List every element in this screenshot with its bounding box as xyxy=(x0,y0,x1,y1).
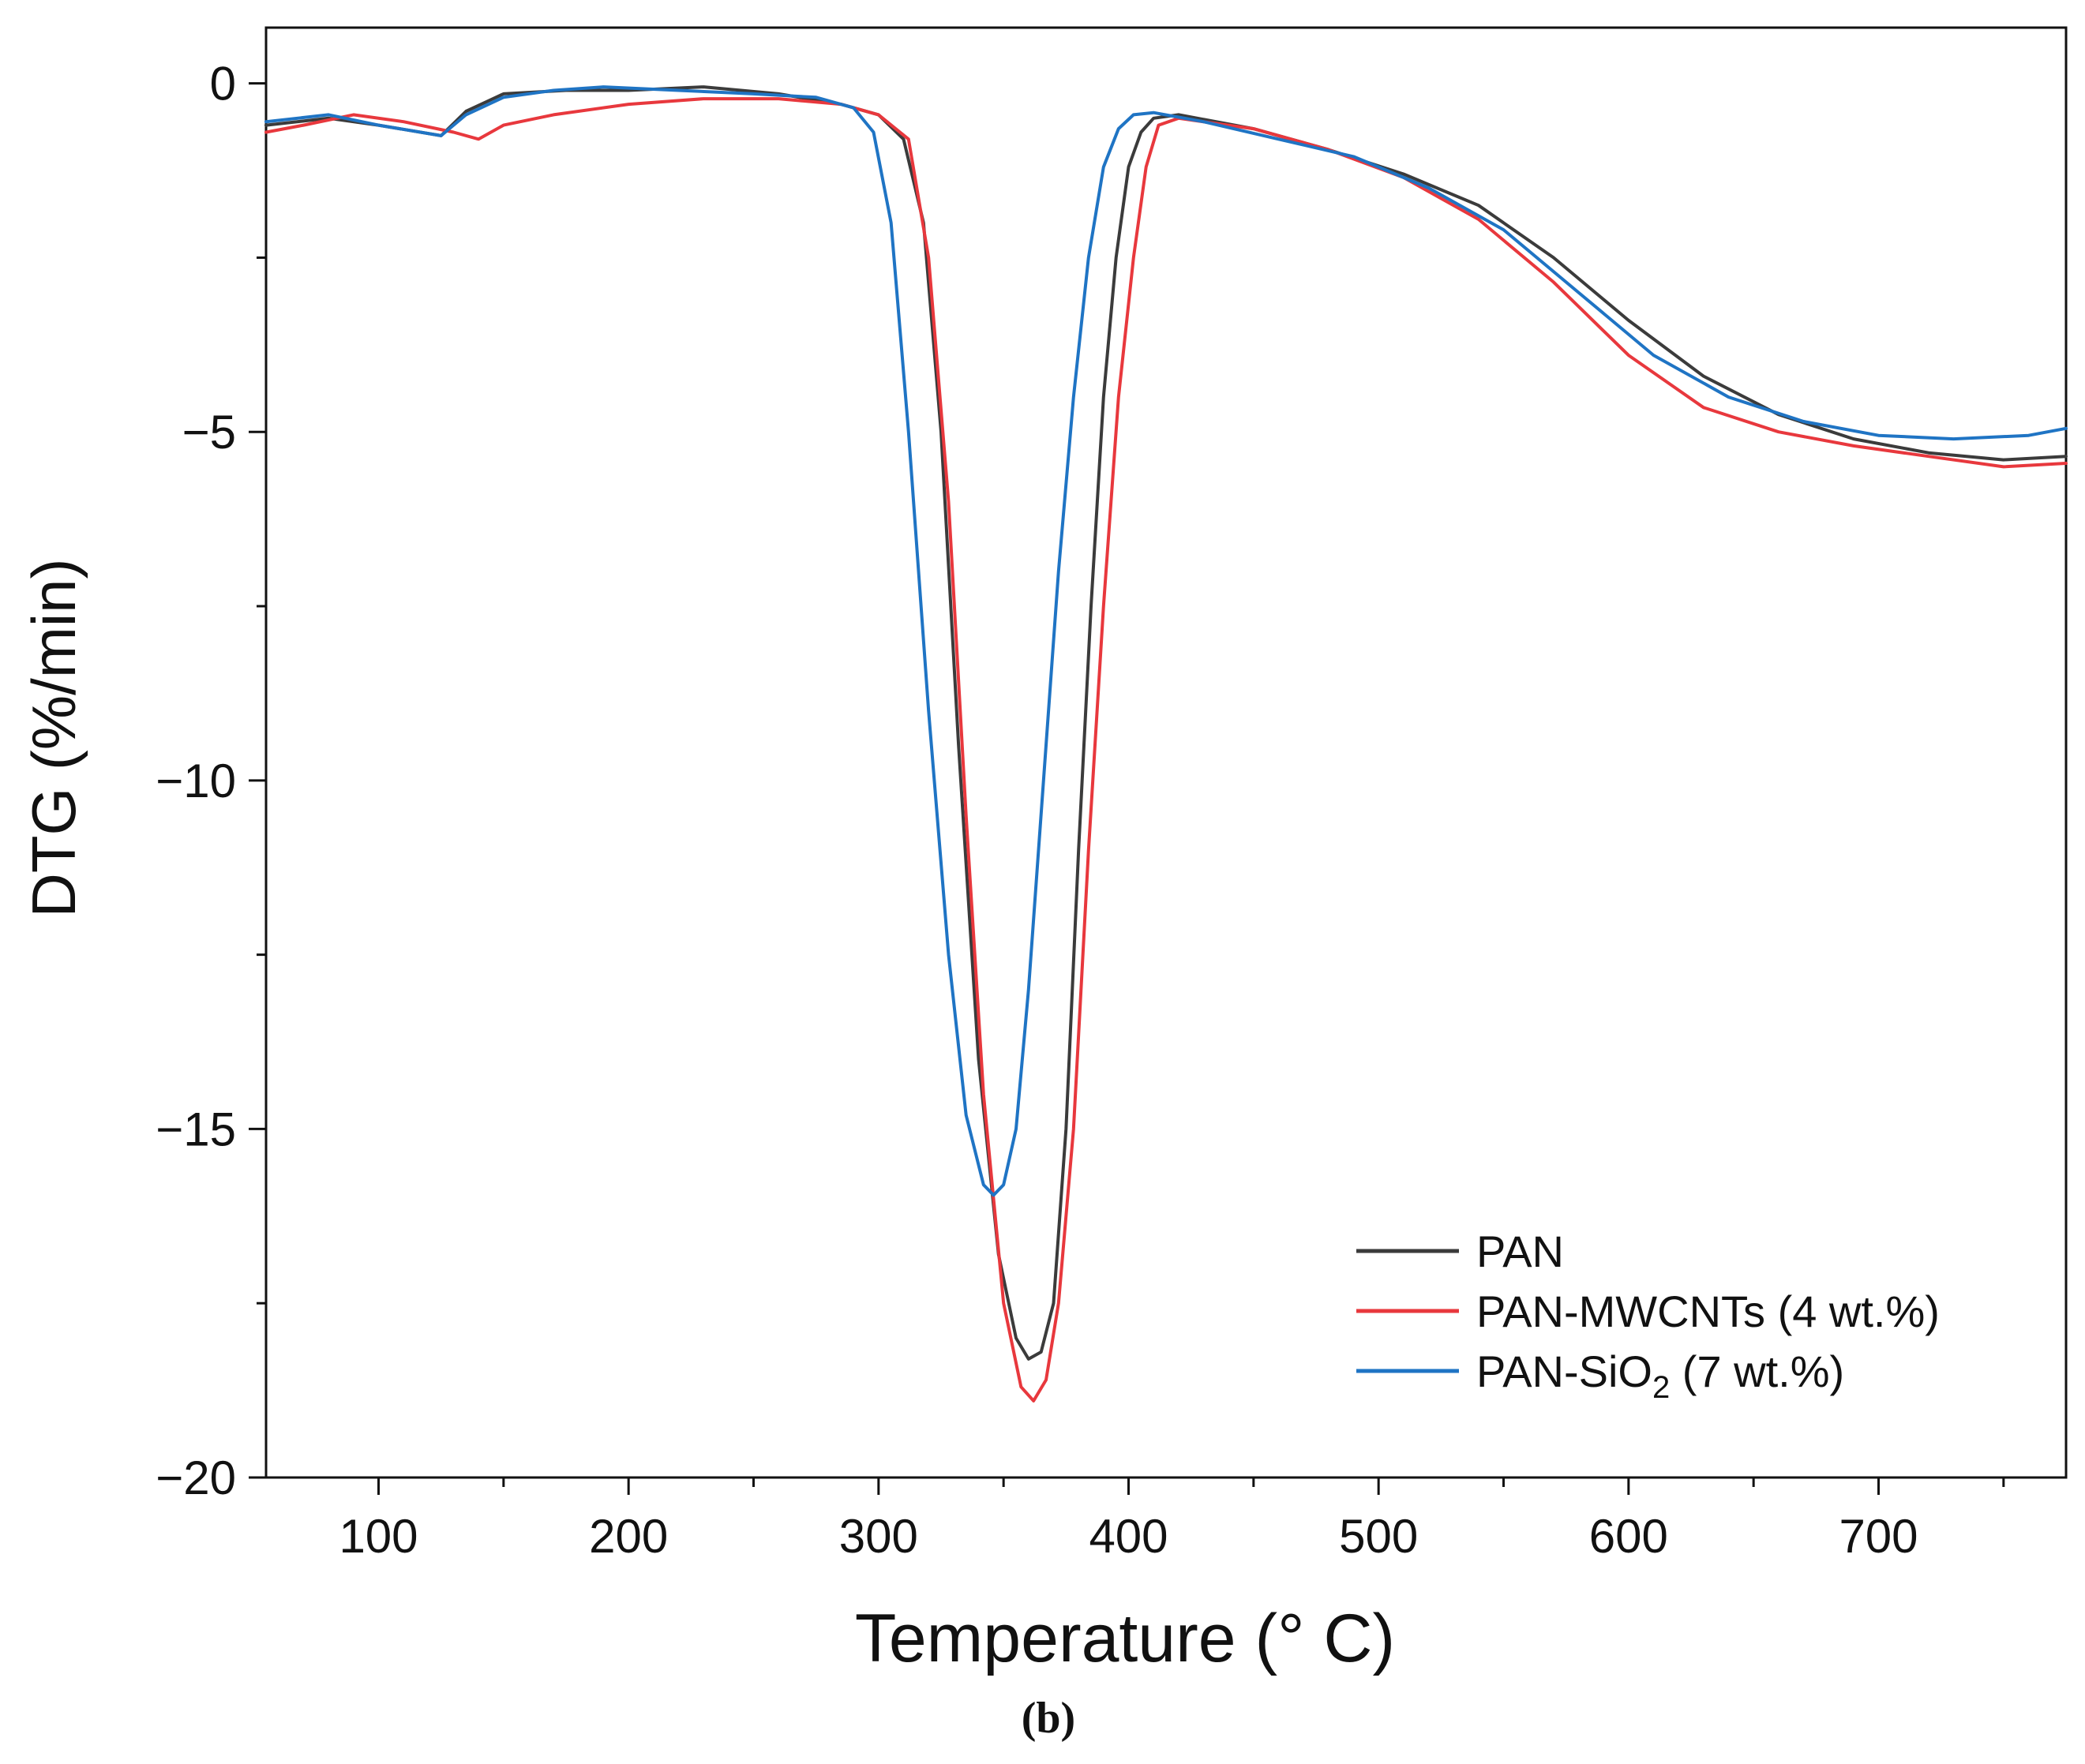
y-tick-label: −15 xyxy=(156,1103,236,1155)
series-line-pan xyxy=(264,85,2068,1361)
legend-label-main: PAN-MWCNTs (4 wt.%) xyxy=(1476,1286,1940,1336)
legend: PAN PAN-MWCNTs (4 wt.%) PAN-SiO2 (7 wt.%) xyxy=(1356,1227,1940,1405)
y-tick-label: −20 xyxy=(156,1451,236,1504)
series-line-pan-mwcnts-4-wt xyxy=(264,97,2068,1403)
plot-frame xyxy=(264,26,2068,1479)
legend-label-main: PAN-SiO xyxy=(1476,1346,1652,1396)
series-lines xyxy=(264,85,2068,1403)
plot-area-border xyxy=(264,26,2068,1479)
axis-ticks xyxy=(249,82,2005,1495)
legend-label-pan: PAN xyxy=(1476,1227,1564,1276)
legend-label-main: PAN xyxy=(1476,1227,1564,1276)
tick-labels: 100 200 300 400 500 600 700 0 −5 −10 −15 −20 xyxy=(156,58,1918,1563)
x-tick-label: 300 xyxy=(839,1510,918,1563)
series-line-pan-sio2-7-wt xyxy=(264,85,2068,1197)
figure-caption: (b) xyxy=(1022,1694,1075,1743)
x-axis-title: Temperature (° C) xyxy=(855,1601,1395,1676)
x-tick-label: 500 xyxy=(1339,1510,1418,1563)
y-tick-label: 0 xyxy=(210,58,236,110)
x-tick-label: 200 xyxy=(589,1510,668,1563)
legend-label-pan-mwcnts-4-wt: PAN-MWCNTs (4 wt.%) xyxy=(1476,1286,1940,1336)
y-tick-label: −10 xyxy=(156,755,236,807)
legend-label-subscript: 2 xyxy=(1652,1370,1670,1405)
legend-label-tail: (7 wt.%) xyxy=(1670,1346,1844,1396)
x-tick-label: 100 xyxy=(339,1510,418,1563)
x-tick-label: 700 xyxy=(1839,1510,1918,1563)
x-tick-label: 600 xyxy=(1589,1510,1668,1563)
y-tick-label: −5 xyxy=(182,406,236,459)
legend-label-pan-sio2-7-wt: PAN-SiO2 (7 wt.%) xyxy=(1476,1346,1844,1405)
y-axis-title: DTG (%/min) xyxy=(19,559,88,918)
x-tick-label: 400 xyxy=(1089,1510,1168,1563)
